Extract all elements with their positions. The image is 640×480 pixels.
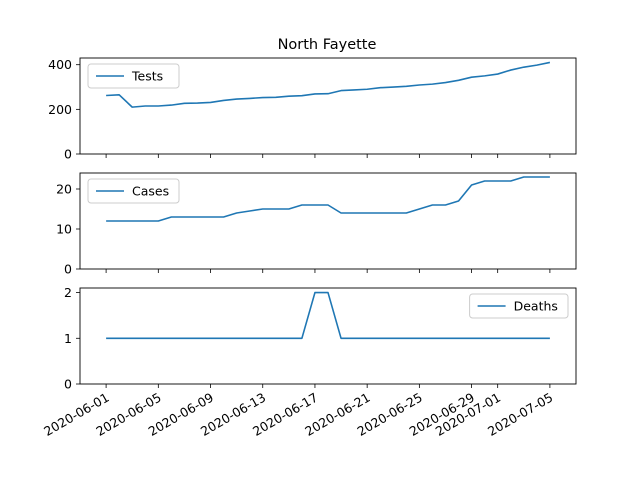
axes-frame: [79, 287, 577, 385]
legend-deaths: Deaths: [469, 293, 569, 319]
legend-label: Cases: [132, 184, 169, 199]
axes-frame: [79, 57, 577, 155]
legend-tests: Tests: [87, 63, 180, 89]
legend-label: Tests: [131, 69, 163, 84]
legend-label: Deaths: [514, 299, 558, 314]
y-tick-label: 400: [48, 57, 72, 72]
y-tick-label: 1: [64, 331, 72, 346]
y-tick-label: 10: [56, 222, 72, 237]
chart-title: North Fayette: [278, 37, 377, 53]
series-line-deaths: [106, 291, 550, 340]
legend-box: [469, 293, 569, 319]
series-line-tests: [106, 61, 551, 108]
y-tick-label: 0: [64, 377, 72, 392]
legend-box: [87, 178, 180, 204]
panel-cases: 0 10 20 Cases: [56, 172, 577, 277]
y-tick-label: 0: [64, 147, 72, 162]
legend-box: [87, 63, 180, 89]
y-tick-label: 0: [64, 262, 72, 277]
panel-tests: 0 200 400 Tests: [48, 57, 577, 162]
y-tick-label: 200: [48, 102, 72, 117]
y-tick-label: 20: [56, 182, 72, 197]
series-line-cases: [106, 176, 550, 222]
legend-cases: Cases: [87, 178, 180, 204]
panels: 0 200 400 Tests 0 10 20 Cases 0 1 2 Deaths: [48, 57, 577, 392]
panel-deaths: 0 1 2 Deaths: [64, 285, 577, 392]
y-tick-label: 2: [64, 285, 72, 300]
axes-frame: [79, 172, 577, 270]
